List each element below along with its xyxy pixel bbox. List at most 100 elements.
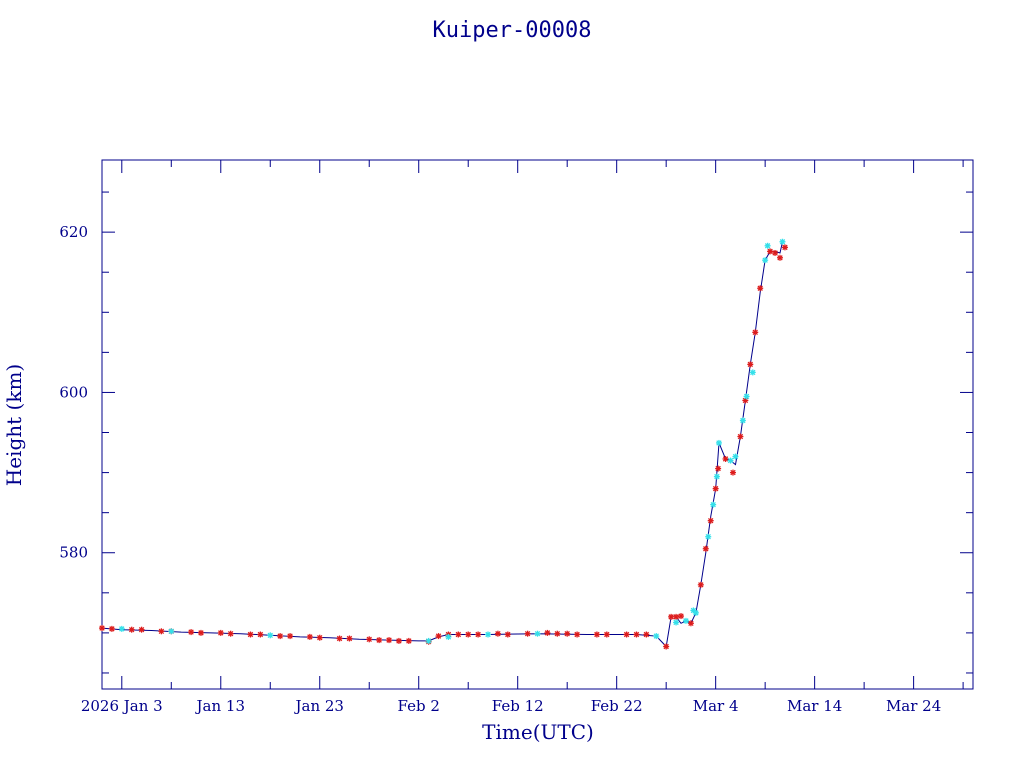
- data-point-marker: [743, 393, 750, 400]
- data-point-marker: [287, 633, 294, 640]
- data-point-marker: [687, 620, 694, 627]
- data-point-marker: [749, 369, 756, 376]
- data-point-marker: [764, 242, 771, 249]
- data-point-marker: [306, 633, 313, 640]
- data-point-marker: [752, 329, 759, 336]
- data-point-marker: [729, 469, 736, 476]
- data-point-marker: [455, 631, 462, 638]
- data-point-marker: [678, 613, 685, 620]
- data-point-marker: [643, 631, 650, 638]
- data-point-marker: [366, 636, 373, 643]
- data-point-marker: [762, 257, 769, 264]
- data-point-marker: [564, 630, 571, 637]
- data-point-marker: [710, 501, 717, 508]
- x-tick-label: Feb 22: [591, 697, 643, 715]
- series-line: [101, 241, 783, 648]
- data-point-marker: [504, 631, 511, 638]
- data-point-marker: [715, 465, 722, 472]
- data-point-marker: [465, 631, 472, 638]
- x-tick-label: Feb 2: [398, 697, 440, 715]
- data-point-marker: [197, 629, 204, 636]
- data-point-marker: [772, 249, 779, 256]
- data-point-marker: [485, 631, 492, 638]
- data-point-marker: [633, 631, 640, 638]
- data-point-marker: [702, 545, 709, 552]
- data-point-marker: [727, 457, 734, 464]
- data-point-marker: [336, 635, 343, 642]
- data-point-marker: [603, 631, 610, 638]
- data-point-marker: [217, 629, 224, 636]
- data-point-marker: [168, 628, 175, 635]
- data-point-marker: [682, 617, 689, 624]
- data-point-marker: [781, 244, 788, 251]
- data-point-marker: [692, 609, 699, 616]
- data-point-marker: [277, 633, 284, 640]
- data-point-marker: [188, 629, 195, 636]
- data-point-marker: [697, 581, 704, 588]
- x-tick-label: Feb 12: [492, 697, 544, 715]
- data-point-marker: [158, 628, 165, 635]
- x-tick-label: Mar 14: [787, 697, 842, 715]
- data-point-marker: [554, 630, 561, 637]
- data-point-marker: [99, 625, 105, 632]
- data-point-marker: [707, 517, 714, 524]
- x-tick-label: 2026 Jan 3: [81, 697, 163, 715]
- data-point-marker: [663, 643, 670, 650]
- data-point-marker: [722, 455, 729, 462]
- data-point-marker: [779, 238, 786, 245]
- data-point-marker: [435, 633, 442, 640]
- data-point-marker: [494, 630, 501, 637]
- data-point-marker: [593, 631, 600, 638]
- data-point-marker: [668, 613, 675, 620]
- data-point-marker: [574, 631, 581, 638]
- data-point-marker: [776, 254, 783, 261]
- data-point-marker: [747, 361, 754, 368]
- data-point-marker: [737, 433, 744, 440]
- data-point-marker: [732, 453, 739, 460]
- data-point-marker: [376, 637, 383, 644]
- data-point-marker: [316, 634, 323, 641]
- y-tick-label: 580: [59, 544, 88, 562]
- y-tick-label: 620: [59, 223, 88, 241]
- axis-tick-labels: 2026 Jan 3 Jan 13 Jan 23 Feb 2 Feb 12 Feb 22 M…: [59, 223, 941, 715]
- data-point-marker: [445, 633, 452, 640]
- data-point-marker: [705, 533, 712, 540]
- data-point-marker: [673, 619, 680, 626]
- data-point-marker: [247, 631, 254, 638]
- data-point-marker: [118, 625, 125, 632]
- data-point-marker: [534, 630, 541, 637]
- y-tick-label: 600: [59, 383, 88, 401]
- data-point-marker: [267, 632, 274, 639]
- data-point-marker: [715, 439, 722, 446]
- data-point-marker: [757, 285, 764, 292]
- data-point-marker: [257, 631, 264, 638]
- data-point-marker: [623, 631, 630, 638]
- axis-ticks: [102, 160, 973, 689]
- data-point-marker: [138, 626, 145, 633]
- data-point-marker: [386, 637, 393, 644]
- x-tick-label: Jan 23: [294, 697, 344, 715]
- data-point-marker: [128, 626, 135, 633]
- data-point-marker: [767, 248, 774, 255]
- data-point-marker: [405, 637, 412, 644]
- marker-series-1: [99, 244, 788, 650]
- y-axis-label: Height (km): [2, 364, 26, 486]
- marker-series-2: [118, 238, 786, 644]
- data-point-marker: [544, 629, 551, 636]
- data-series-layer: [99, 238, 788, 650]
- data-point-marker: [108, 625, 115, 632]
- data-point-marker: [425, 637, 432, 644]
- x-tick-label: Jan 13: [195, 697, 245, 715]
- data-point-marker: [712, 485, 719, 492]
- data-point-marker: [227, 630, 234, 637]
- data-point-marker: [739, 417, 746, 424]
- x-axis-label: Time(UTC): [482, 720, 594, 744]
- x-tick-label: Mar 24: [886, 697, 941, 715]
- data-point-marker: [653, 633, 660, 640]
- data-point-marker: [673, 613, 680, 620]
- data-point-marker: [713, 473, 720, 480]
- data-point-marker: [475, 631, 482, 638]
- chart-title: Kuiper-00008: [433, 18, 592, 43]
- data-point-marker: [395, 637, 402, 644]
